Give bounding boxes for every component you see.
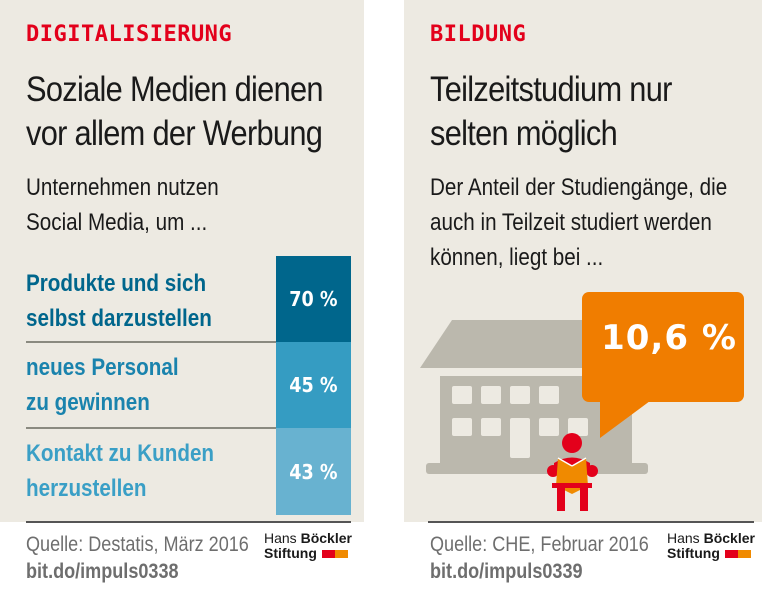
row-label-line: herzustellen [26, 475, 147, 502]
right-subtitle: Der Anteil der Studiengänge, die auch in… [430, 170, 727, 275]
logo-text: Böckler [300, 530, 352, 546]
left-title-line: vor allem der Werbung [26, 114, 323, 153]
logo-text: Stiftung [264, 545, 317, 561]
value-text: 70 % [289, 287, 338, 311]
row-label-line: selbst darzustellen [26, 305, 212, 332]
left-footer-divider [26, 521, 351, 523]
highlight-value: 10,6 % [601, 318, 737, 358]
right-subtitle-line: auch in Teilzeit studiert werden [430, 209, 712, 236]
right-link[interactable]: bit.do/impuls0339 [430, 560, 583, 583]
right-category-label: BILDUNG [430, 22, 527, 47]
left-source: Quelle: Destatis, März 2016 [26, 533, 249, 556]
row-label-line: neues Personal [26, 354, 179, 381]
logo-text: Hans [264, 530, 297, 546]
bar-row: neues Personal zu gewinnen 45 % [26, 342, 351, 429]
row-label: Kontakt zu Kunden herzustellen [26, 436, 214, 506]
left-category-label: DIGITALISIERUNG [26, 22, 233, 47]
right-title-line: Teilzeitstudium nur [430, 70, 672, 109]
value-text: 43 % [289, 459, 338, 484]
logo-text: Hans [667, 530, 700, 546]
row-label: Produkte und sich selbst darzustellen [26, 266, 212, 336]
value-box: 70 % [276, 256, 351, 342]
right-logo: Hans Böckler Stiftung [667, 531, 755, 561]
logo-orange-bar [737, 549, 751, 558]
bar-row: Kontakt zu Kunden herzustellen 43 % [26, 428, 351, 515]
row-label: neues Personal zu gewinnen [26, 350, 179, 420]
row-label-line: Kontakt zu Kunden [26, 440, 215, 467]
bar-row: Produkte und sich selbst darzustellen 70… [26, 256, 351, 343]
left-title-line: Soziale Medien dienen [26, 70, 324, 109]
row-label-line: Produkte und sich [26, 270, 207, 297]
logo-red-bar [321, 549, 335, 558]
right-subtitle-line: Der Anteil der Studiengänge, die [430, 174, 728, 201]
left-subtitle-line: Unternehmen nutzen [26, 174, 219, 201]
row-divider [26, 341, 276, 343]
value-box: 45 % [276, 342, 351, 428]
logo-orange-bar [334, 549, 348, 558]
logo-text: Böckler [703, 530, 755, 546]
row-label-line: zu gewinnen [26, 389, 150, 416]
value-text: 45 % [289, 373, 338, 397]
logo-text: Stiftung [667, 545, 720, 561]
speech-bubble-icon [582, 292, 744, 438]
reading-student-icon [547, 433, 598, 511]
left-subtitle: Unternehmen nutzen Social Media, um ... [26, 170, 219, 240]
logo-red-bar [724, 549, 738, 558]
right-title: Teilzeitstudium nur selten möglich [430, 68, 672, 156]
value-box: 43 % [276, 428, 351, 515]
right-footer-divider [428, 521, 754, 523]
left-link[interactable]: bit.do/impuls0338 [26, 560, 179, 583]
left-logo: Hans Böckler Stiftung [264, 531, 352, 561]
right-title-line: selten möglich [430, 114, 618, 153]
right-subtitle-line: können, liegt bei ... [430, 244, 604, 271]
left-title: Soziale Medien dienen vor allem der Werb… [26, 68, 324, 156]
left-subtitle-line: Social Media, um ... [26, 209, 208, 236]
right-source: Quelle: CHE, Februar 2016 [430, 533, 649, 556]
illustration [420, 292, 744, 511]
row-divider [26, 427, 276, 429]
